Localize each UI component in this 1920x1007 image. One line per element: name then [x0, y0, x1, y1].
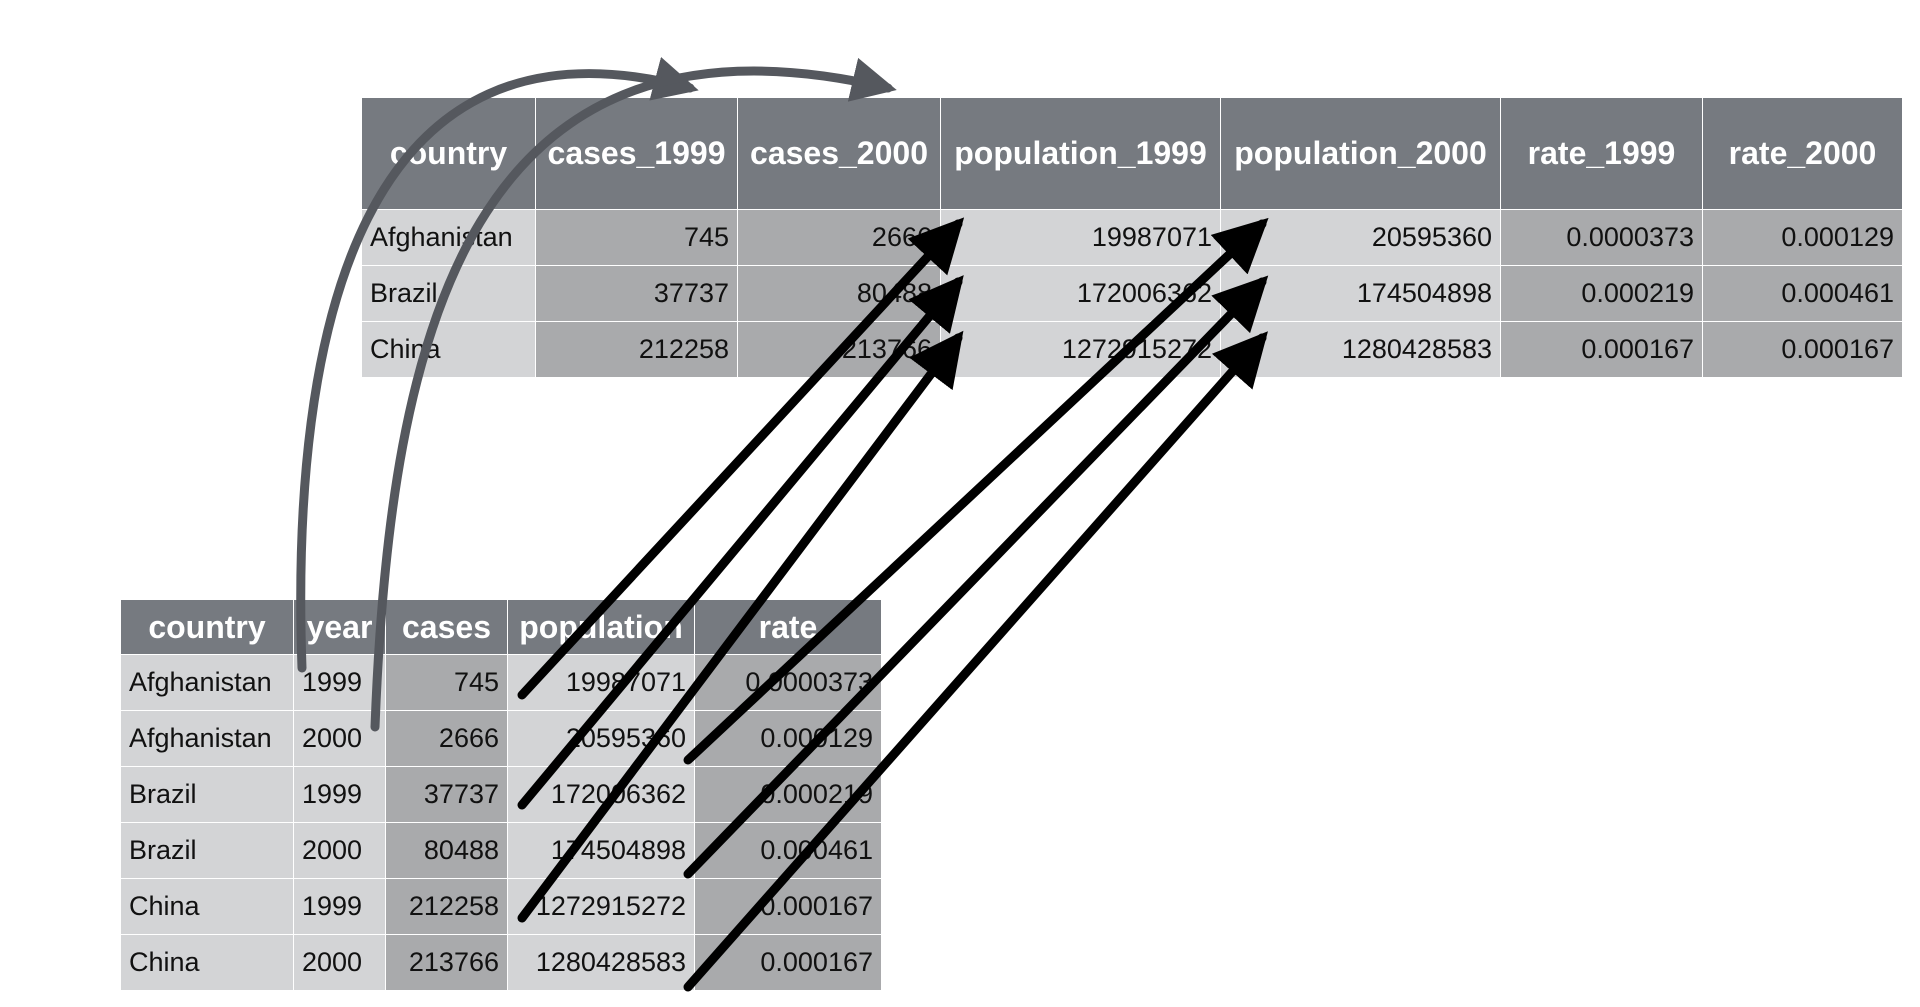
- long-table: country year cases population rate Afgha…: [120, 599, 882, 991]
- wide-header-row: country cases_1999 cases_2000 population…: [361, 97, 1903, 210]
- wide-cell: China: [361, 321, 536, 378]
- table-row: Brazil 2000 80488 174504898 0.000461: [120, 822, 882, 879]
- table-row: Brazil 37737 80488 172006362 174504898 0…: [361, 265, 1903, 322]
- long-cell: 2000: [293, 934, 386, 991]
- long-cell: 80488: [385, 822, 508, 879]
- wide-cell: 745: [535, 209, 738, 266]
- wide-cell: 1272915272: [940, 321, 1221, 378]
- wide-cell: 172006362: [940, 265, 1221, 322]
- long-cell: 19987071: [507, 654, 695, 711]
- long-col-rate: rate: [694, 599, 882, 655]
- long-cell: Afghanistan: [120, 710, 294, 767]
- long-col-cases: cases: [385, 599, 508, 655]
- long-cell: 1999: [293, 878, 386, 935]
- wide-col-rate-1999: rate_1999: [1500, 97, 1703, 210]
- wide-cell: 212258: [535, 321, 738, 378]
- wide-cell: 80488: [737, 265, 941, 322]
- long-cell: 174504898: [507, 822, 695, 879]
- long-col-year: year: [293, 599, 386, 655]
- wide-cell: 20595360: [1220, 209, 1501, 266]
- wide-cell: 19987071: [940, 209, 1221, 266]
- wide-col-country: country: [361, 97, 536, 210]
- long-cell: China: [120, 934, 294, 991]
- wide-cell: 0.0000373: [1500, 209, 1703, 266]
- long-cell: 1999: [293, 654, 386, 711]
- wide-col-cases-2000: cases_2000: [737, 97, 941, 210]
- long-cell: 0.0000373: [694, 654, 882, 711]
- long-cell: 1999: [293, 766, 386, 823]
- table-row: Brazil 1999 37737 172006362 0.000219: [120, 766, 882, 823]
- long-cell: 0.000167: [694, 934, 882, 991]
- long-cell: China: [120, 878, 294, 935]
- long-col-country: country: [120, 599, 294, 655]
- long-col-population: population: [507, 599, 695, 655]
- wide-cell: 2666: [737, 209, 941, 266]
- long-cell: 2666: [385, 710, 508, 767]
- long-cell: 2000: [293, 822, 386, 879]
- wide-cell: 0.000461: [1702, 265, 1903, 322]
- long-cell: Brazil: [120, 766, 294, 823]
- wide-cell: 213766: [737, 321, 941, 378]
- long-cell: 0.000167: [694, 878, 882, 935]
- long-cell: 2000: [293, 710, 386, 767]
- long-cell: 20595360: [507, 710, 695, 767]
- wide-col-cases-1999: cases_1999: [535, 97, 738, 210]
- long-cell: 0.000129: [694, 710, 882, 767]
- long-cell: 172006362: [507, 766, 695, 823]
- long-cell: 1272915272: [507, 878, 695, 935]
- wide-col-population-1999: population_1999: [940, 97, 1221, 210]
- table-row: China 1999 212258 1272915272 0.000167: [120, 878, 882, 935]
- table-row: Afghanistan 2000 2666 20595360 0.000129: [120, 710, 882, 767]
- wide-cell: 0.000219: [1500, 265, 1703, 322]
- wide-col-rate-2000: rate_2000: [1702, 97, 1903, 210]
- long-cell: 0.000219: [694, 766, 882, 823]
- wide-cell: 1280428583: [1220, 321, 1501, 378]
- table-row: Afghanistan 745 2666 19987071 20595360 0…: [361, 209, 1903, 266]
- long-cell: Brazil: [120, 822, 294, 879]
- wide-table: country cases_1999 cases_2000 population…: [361, 97, 1903, 378]
- wide-col-population-2000: population_2000: [1220, 97, 1501, 210]
- long-cell: 745: [385, 654, 508, 711]
- table-row: China 212258 213766 1272915272 128042858…: [361, 321, 1903, 378]
- wide-cell: 0.000167: [1702, 321, 1903, 378]
- wide-cell: 37737: [535, 265, 738, 322]
- long-cell: 0.000461: [694, 822, 882, 879]
- long-cell: 1280428583: [507, 934, 695, 991]
- long-cell: 212258: [385, 878, 508, 935]
- long-cell: 37737: [385, 766, 508, 823]
- wide-cell: 0.000167: [1500, 321, 1703, 378]
- wide-cell: 174504898: [1220, 265, 1501, 322]
- table-row: China 2000 213766 1280428583 0.000167: [120, 934, 882, 991]
- wide-cell: Brazil: [361, 265, 536, 322]
- wide-cell: Afghanistan: [361, 209, 536, 266]
- long-cell: 213766: [385, 934, 508, 991]
- long-cell: Afghanistan: [120, 654, 294, 711]
- long-header-row: country year cases population rate: [120, 599, 882, 655]
- table-row: Afghanistan 1999 745 19987071 0.0000373: [120, 654, 882, 711]
- wide-cell: 0.000129: [1702, 209, 1903, 266]
